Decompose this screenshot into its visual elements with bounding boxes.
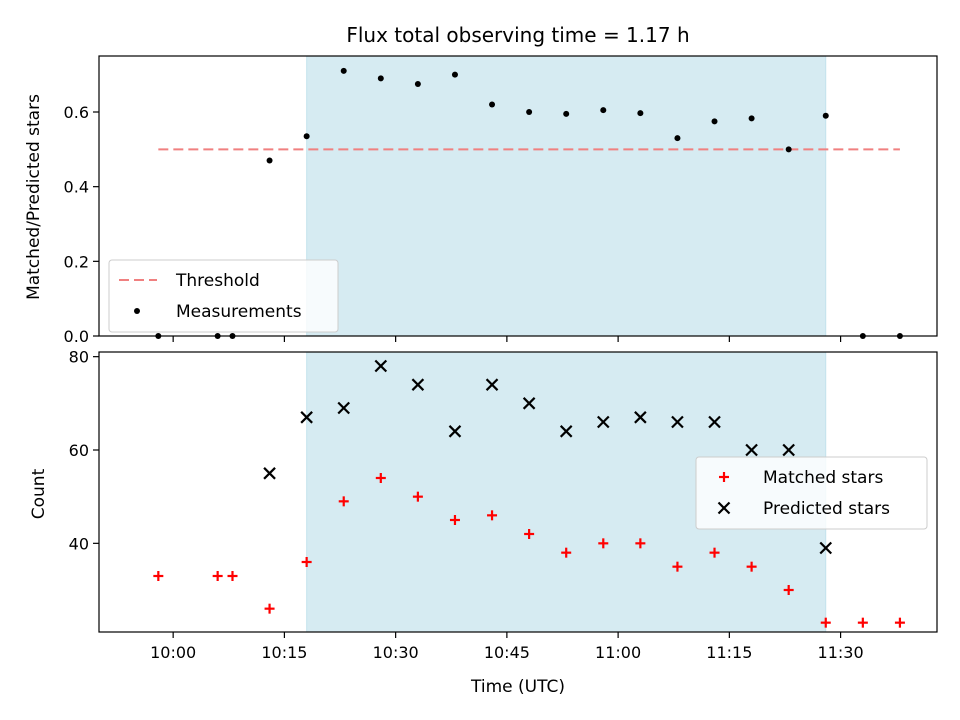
bottom-series0-point-0 — [153, 571, 164, 581]
bottom-series0-point-3 — [264, 603, 275, 614]
bottom-panel: 40 60 80 10:00 10:15 10:30 10:45 11:00 11:15 11:3… — [69, 348, 938, 662]
top-legend-marker-1 — [134, 308, 140, 314]
bottom-series0-point-17 — [783, 585, 794, 595]
bottom-series1-point-12 — [708, 415, 721, 429]
top-observing-window — [306, 55, 827, 337]
bottom-legend-label-1: Predicted stars — [763, 499, 890, 519]
bottom-series1-point-11 — [671, 415, 684, 429]
bottom-series1-point-1 — [300, 411, 313, 424]
top-ytick-label-3: 0.6 — [64, 103, 89, 122]
bottom-series1-point-3 — [374, 359, 388, 373]
bottom-series0-point-13 — [635, 538, 646, 549]
bottom-ytick-label-1: 60 — [69, 441, 89, 460]
bottom-series1-point-7 — [522, 397, 536, 410]
top-legend-label-0: Threshold — [175, 271, 260, 291]
bottom-series0-point-11 — [561, 547, 572, 558]
xtick-label-3: 10:45 — [484, 643, 530, 662]
xtick-label-5: 11:15 — [706, 643, 752, 662]
top-series0-point-15 — [711, 118, 718, 125]
top-axes-frame — [98, 55, 938, 337]
xtick-label-6: 11:30 — [818, 643, 864, 662]
top-panel: 0.0 0.2 0.4 0.6 Threshold Measurements — [64, 55, 938, 346]
bottom-xlabel: Time (UTC) — [470, 677, 565, 697]
bottom-axes-frame — [98, 351, 938, 633]
bottom-series1-point-14 — [782, 443, 795, 457]
top-series0-point-6 — [377, 75, 384, 82]
bottom-series1-point-9 — [597, 415, 610, 429]
bottom-series1-point-13 — [745, 443, 758, 457]
bottom-series1-point-6 — [485, 378, 499, 391]
bottom-series0-point-20 — [894, 617, 905, 628]
bottom-legend-label-0: Matched stars — [763, 468, 883, 488]
bottom-series0-point-19 — [857, 617, 868, 628]
chart-title: Flux total observing time = 1.17 h — [346, 23, 689, 47]
bottom-series0-point-1 — [212, 571, 223, 581]
bottom-series0-point-4 — [301, 557, 312, 567]
top-series0-point-3 — [266, 157, 273, 164]
bottom-series0-point-8 — [449, 515, 460, 525]
top-ytick-label-1: 0.2 — [64, 252, 89, 271]
top-legend-label-1: Measurements — [176, 302, 302, 322]
bottom-series1-point-0 — [263, 467, 276, 480]
bottom-ytick-label-0: 40 — [69, 534, 89, 553]
bottom-series1-point-4 — [411, 378, 425, 391]
bottom-series0-point-14 — [672, 561, 683, 572]
top-series0-point-11 — [563, 110, 570, 117]
bottom-legend-box — [695, 456, 928, 530]
top-series0-point-16 — [748, 115, 755, 122]
bottom-series0-point-2 — [227, 571, 238, 581]
bottom-series0-point-10 — [524, 529, 535, 539]
bottom-series0-point-7 — [412, 491, 423, 502]
top-series0-point-13 — [637, 110, 644, 117]
xtick-label-1: 10:15 — [261, 643, 307, 662]
top-series0-point-5 — [340, 67, 347, 74]
top-series0-point-17 — [785, 146, 792, 153]
xtick-label-4: 11:00 — [595, 643, 641, 662]
bottom-series0-point-16 — [746, 561, 757, 572]
top-series0-point-7 — [414, 81, 421, 87]
top-series0-point-8 — [451, 71, 458, 78]
bottom-ylabel: Count — [29, 468, 49, 519]
top-ylabel: Matched/Predicted stars — [24, 94, 44, 300]
bottom-series0-point-9 — [487, 510, 498, 521]
bottom-series1-point-2 — [337, 401, 351, 415]
top-series0-point-18 — [822, 112, 829, 119]
bottom-series1-point-10 — [634, 411, 647, 424]
bottom-legend-marker-0 — [719, 472, 729, 482]
xtick-label-0: 10:00 — [150, 643, 196, 662]
bottom-series0-point-18 — [820, 617, 831, 628]
bottom-series0-point-12 — [598, 538, 609, 549]
bottom-series1-point-8 — [559, 425, 573, 438]
bottom-series0-point-15 — [709, 547, 720, 558]
xtick-label-2: 10:30 — [373, 643, 419, 662]
top-series0-point-4 — [303, 133, 310, 140]
bottom-series1-point-5 — [448, 425, 462, 438]
top-series0-point-9 — [489, 101, 496, 108]
bottom-series0-point-6 — [375, 473, 386, 483]
top-series0-point-14 — [674, 135, 681, 142]
bottom-ytick-label-2: 80 — [69, 348, 89, 367]
bottom-series1-point-15 — [819, 541, 833, 555]
top-series0-point-12 — [600, 107, 607, 114]
top-series0-point-10 — [526, 109, 533, 115]
top-legend-box — [108, 259, 339, 333]
top-ytick-label-0: 0.0 — [64, 327, 89, 346]
bottom-legend-marker-1 — [717, 501, 731, 515]
bottom-series0-point-5 — [338, 496, 349, 507]
top-ytick-label-2: 0.4 — [64, 178, 89, 197]
